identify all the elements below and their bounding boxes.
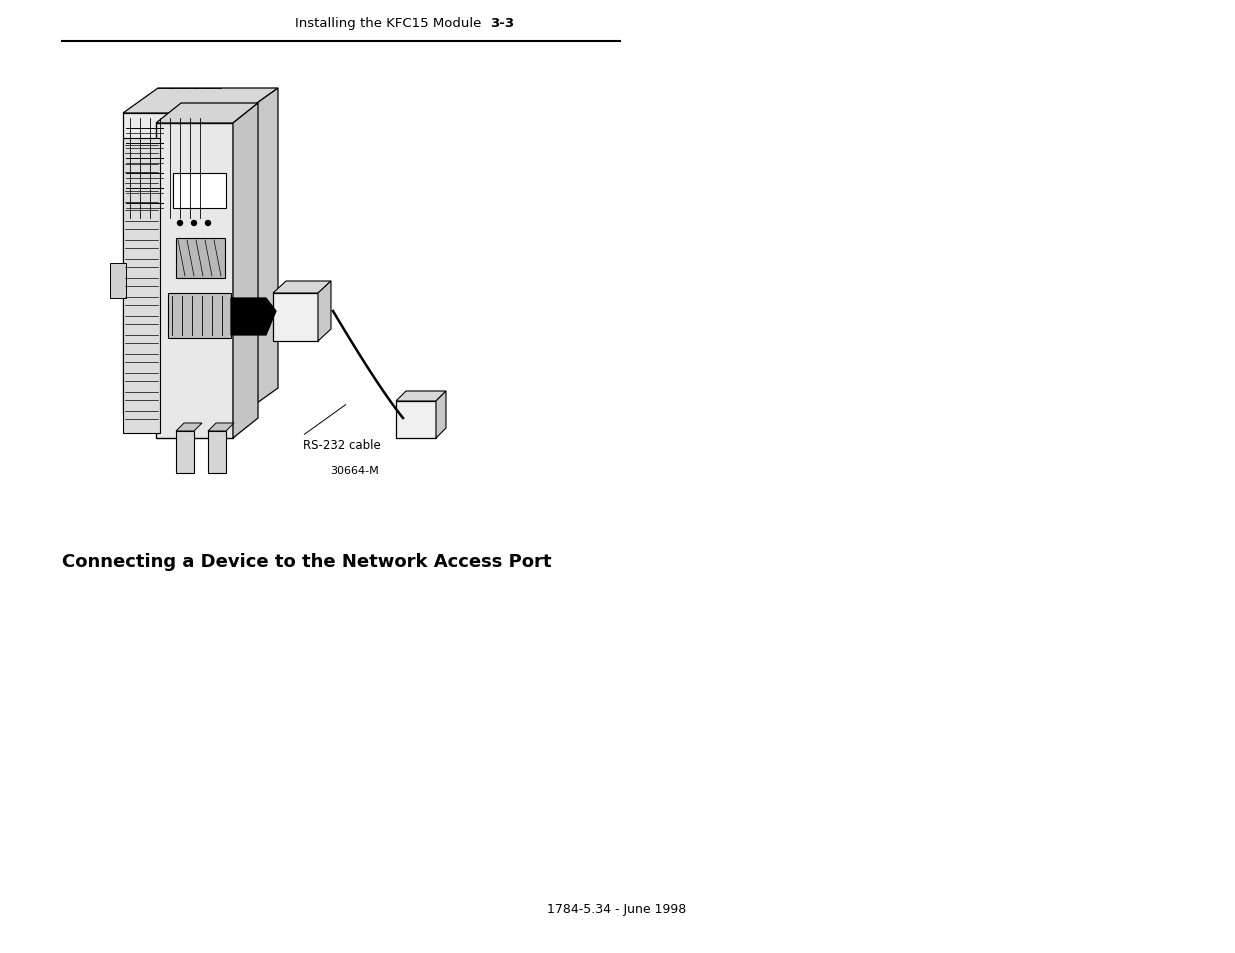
Polygon shape (110, 264, 126, 298)
Polygon shape (173, 173, 226, 209)
Polygon shape (124, 113, 243, 414)
Polygon shape (231, 298, 275, 335)
Circle shape (205, 221, 210, 226)
Polygon shape (273, 294, 317, 341)
Polygon shape (156, 124, 233, 438)
Polygon shape (177, 432, 194, 474)
Polygon shape (177, 423, 203, 432)
Polygon shape (124, 89, 278, 113)
Polygon shape (156, 104, 258, 124)
Polygon shape (436, 392, 446, 438)
Polygon shape (396, 392, 446, 401)
Text: 1784-5.34 - June 1998: 1784-5.34 - June 1998 (547, 902, 687, 915)
Text: RS-232 cable: RS-232 cable (303, 438, 380, 452)
Circle shape (178, 221, 183, 226)
Polygon shape (207, 432, 226, 474)
Circle shape (191, 221, 196, 226)
Polygon shape (317, 282, 331, 341)
Polygon shape (168, 294, 231, 338)
Polygon shape (273, 282, 331, 294)
Text: Installing the KFC15 Module: Installing the KFC15 Module (295, 17, 482, 30)
Text: 3-3: 3-3 (490, 17, 514, 30)
Polygon shape (124, 139, 161, 434)
Text: Connecting a Device to the Network Access Port: Connecting a Device to the Network Acces… (62, 553, 552, 571)
Polygon shape (233, 104, 258, 438)
Polygon shape (177, 239, 225, 278)
Polygon shape (396, 401, 436, 438)
Polygon shape (207, 423, 233, 432)
Polygon shape (243, 89, 278, 414)
Text: 30664-M: 30664-M (330, 465, 379, 476)
